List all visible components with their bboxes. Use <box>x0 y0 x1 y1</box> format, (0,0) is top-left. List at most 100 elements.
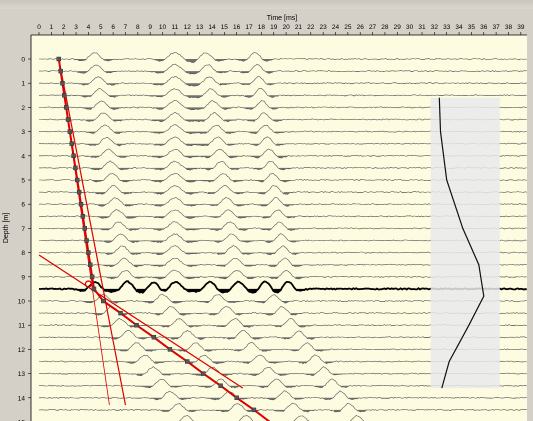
window-top-strip <box>0 0 533 9</box>
x-tick-label: 20 <box>282 24 290 31</box>
pick-marker[interactable] <box>67 129 73 134</box>
x-tick-label: 21 <box>295 24 303 31</box>
y-axis-label: Depth [m] <box>3 213 10 243</box>
y-tick-label: 13 <box>18 371 26 378</box>
axes: Time [ms] Depth [m] 0 1 2 3 4 5 6 7 8 9 10 11 12 13 14… <box>3 15 527 421</box>
y-tick-label: 10 <box>18 299 26 306</box>
pick-marker[interactable] <box>65 117 71 122</box>
pick-marker[interactable] <box>80 214 86 219</box>
pick-marker[interactable] <box>76 189 82 195</box>
x-tick-label: 39 <box>517 24 525 31</box>
x-tick-label: 26 <box>357 24 365 31</box>
pick-marker[interactable] <box>118 310 123 316</box>
trace[interactable] <box>39 402 527 413</box>
profile-curve <box>438 97 485 389</box>
pick-marker[interactable] <box>71 153 76 159</box>
pick-marker[interactable] <box>58 68 63 74</box>
y-tick-label: 0 <box>21 57 25 64</box>
x-tick-label: 24 <box>332 24 340 31</box>
pick-marker[interactable] <box>63 105 69 110</box>
x-tick-label: 0 <box>37 24 41 31</box>
y-tick-label: 7 <box>21 226 25 233</box>
x-tick-label: 15 <box>221 24 229 31</box>
pick-marker[interactable] <box>218 383 223 388</box>
intersection-marker[interactable] <box>84 280 93 288</box>
pick-marker[interactable] <box>88 262 93 267</box>
trace[interactable] <box>39 87 527 99</box>
x-tick-label: 8 <box>136 24 140 31</box>
trace[interactable] <box>39 52 527 63</box>
pick-marker[interactable] <box>201 371 206 376</box>
x-tick-label: 7 <box>124 24 128 31</box>
trace-fill <box>53 167 526 171</box>
x-tick-label: 10 <box>159 24 167 31</box>
fit-line[interactable] <box>38 254 244 389</box>
pick-marker[interactable] <box>62 93 67 98</box>
pick-marker[interactable] <box>82 226 87 231</box>
x-tick-label: 16 <box>233 24 241 31</box>
x-tick-label: 17 <box>245 24 253 31</box>
trace-fill <box>70 192 512 195</box>
pick-marker[interactable] <box>73 165 78 171</box>
first-break-picks[interactable] <box>56 56 271 421</box>
x-tick-label: 11 <box>172 24 179 31</box>
pick-marker[interactable] <box>185 359 190 364</box>
x-tick-label: 9 <box>148 24 152 31</box>
pick-marker[interactable] <box>84 238 89 243</box>
x-tick-label: 5 <box>99 24 103 31</box>
x-tick-label: 23 <box>320 24 328 31</box>
pick-marker[interactable] <box>101 298 106 304</box>
x-tick-label: 3 <box>74 24 78 31</box>
x-tick-label: 35 <box>468 24 476 31</box>
pick-marker[interactable] <box>251 407 257 413</box>
y-tick-label: 2 <box>21 105 25 112</box>
x-tick-label: 19 <box>270 24 278 31</box>
y-tick-label: 12 <box>18 347 26 354</box>
pick-marker[interactable] <box>91 286 97 292</box>
pick-marker[interactable] <box>151 335 157 340</box>
y-tick-label: 11 <box>18 323 25 330</box>
x-tick-label: 38 <box>505 24 513 31</box>
pick-marker[interactable] <box>86 250 91 255</box>
trace-fill <box>46 337 527 340</box>
fit-line[interactable] <box>58 58 127 406</box>
pick-marker[interactable] <box>78 201 84 207</box>
x-tick-label: 27 <box>369 24 377 31</box>
x-tick-label: 18 <box>258 24 266 31</box>
x-axis-label: Time [ms] <box>267 15 298 22</box>
x-tick-label: 37 <box>492 24 500 31</box>
trace[interactable] <box>39 63 527 75</box>
pick-marker[interactable] <box>134 323 139 328</box>
trace-fill <box>49 325 527 328</box>
y-tick-label: 3 <box>21 129 25 136</box>
trace[interactable] <box>38 75 527 87</box>
y-tick-label: 4 <box>21 153 25 160</box>
x-tick-label: 34 <box>455 24 463 31</box>
pick-marker[interactable] <box>69 141 74 146</box>
y-tick-label: 9 <box>21 274 25 281</box>
profile-box <box>430 97 500 389</box>
trace[interactable] <box>38 390 527 401</box>
x-tick-label: 29 <box>394 24 402 31</box>
pick-marker[interactable] <box>167 347 173 352</box>
pick-marker[interactable] <box>56 56 61 62</box>
x-tick-label: 13 <box>196 24 204 31</box>
pick-marker[interactable] <box>60 80 65 86</box>
x-tick-label: 1 <box>50 24 54 31</box>
trace-fill <box>55 180 524 183</box>
y-tick-label: 6 <box>21 202 25 209</box>
pick-marker[interactable] <box>75 177 80 183</box>
x-tick-label: 14 <box>208 24 216 31</box>
pick-marker[interactable] <box>234 395 239 400</box>
x-tick-label: 25 <box>344 24 352 31</box>
x-tick-label: 36 <box>480 24 488 31</box>
x-tick-label: 28 <box>381 24 389 31</box>
trace-fill <box>47 228 526 231</box>
pick-marker[interactable] <box>89 274 95 279</box>
x-tick-label: 30 <box>406 24 414 31</box>
x-tick-label: 33 <box>443 24 451 31</box>
x-tick-label: 32 <box>431 24 439 31</box>
y-tick-label: 15 <box>18 420 26 421</box>
